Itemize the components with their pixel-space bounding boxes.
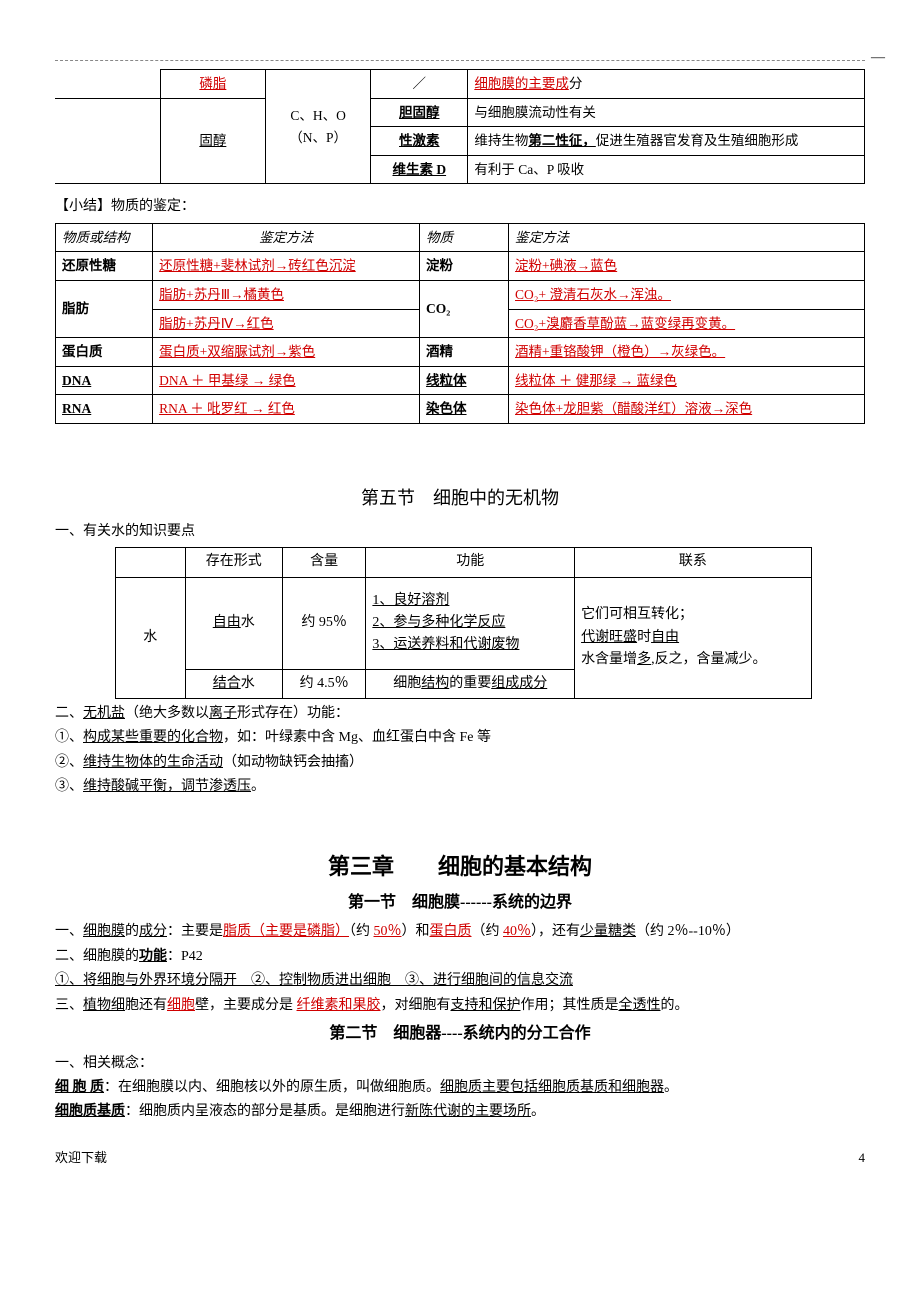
paragraph: 二、细胞膜的功能：P42	[55, 946, 865, 968]
header-cell: 鉴定方法	[153, 223, 420, 252]
table-row: DNA DNA ＋ 甲基绿 → 绿色 线粒体 线粒体 ＋ 健那绿 → 蓝绿色	[56, 366, 865, 395]
table-row: 水 自由水 约 95％ 1、良好溶剂 2、参与多种化学反应 3、运送养料和代谢废…	[116, 577, 812, 669]
header-cell: 物质或结构	[56, 223, 153, 252]
s5-heading-2: 二、无机盐（绝大多数以离子形式存在）功能：	[55, 703, 865, 725]
footer-left: 欢迎下载	[55, 1148, 107, 1169]
list-item: ②、维持生物体的生命活动（如动物缺钙会抽搐）	[55, 752, 865, 774]
section31-title: 第一节 细胞膜------系统的边界	[55, 890, 865, 916]
cell: 胆固醇	[399, 105, 440, 120]
list-item: ①、构成某些重要的化合物，如：叶绿素中含 Mg、血红蛋白中含 Fe 等	[55, 727, 865, 749]
water-table: 存在形式 含量 功能 联系 水 自由水 约 95％ 1、良好溶剂 2、参与多种化…	[115, 547, 812, 699]
list-item: ③、维持酸碱平衡，调节渗透压。	[55, 776, 865, 798]
summary-label: 【小结】物质的鉴定：	[55, 196, 865, 218]
table-row: 还原性糖 还原性糖+斐林试剂→砖红色沉淀 淀粉 淀粉+碘液→蓝色	[56, 252, 865, 281]
table-row: 蛋白质 蛋白质+双缩脲试剂→紫色 酒精 酒精+重铬酸钾（橙色）→灰绿色。	[56, 338, 865, 367]
cell: ／	[371, 70, 468, 99]
paragraph: 细 胞 质：在细胞膜以内、细胞核以外的原生质，叫做细胞质。细胞质主要包括细胞质基…	[55, 1077, 865, 1099]
cell: 维持生物第二性征，促进生殖器官发育及生殖细胞形成	[468, 127, 865, 156]
header-cell: 鉴定方法	[509, 223, 865, 252]
table-row: 固醇 胆固醇 与细胞膜流动性有关	[55, 98, 865, 127]
table-row: 磷脂 C、H、O（N、P） ／ 细胞膜的主要成分	[55, 70, 865, 99]
lipid-table: 磷脂 C、H、O（N、P） ／ 细胞膜的主要成分 固醇 胆固醇 与细胞膜流动性有…	[55, 69, 865, 184]
s5-heading-1: 一、有关水的知识要点	[55, 521, 865, 543]
header-cell: 物质	[420, 223, 509, 252]
elements-cell: C、H、O（N、P）	[265, 70, 370, 184]
cell: 与细胞膜流动性有关	[468, 98, 865, 127]
paragraph: 一、相关概念：	[55, 1053, 865, 1075]
cell: 磷脂	[199, 76, 226, 91]
table-header-row: 存在形式 含量 功能 联系	[116, 548, 812, 577]
section5-title: 第五节 细胞中的无机物	[55, 484, 865, 513]
cell: 有利于 Ca、P 吸收	[468, 155, 865, 184]
table-row: 脂肪 脂肪+苏丹Ⅲ→橘黄色 CO₂ CO₂+ 澄清石灰水→浑浊。	[56, 280, 865, 309]
cell: 性激素	[399, 133, 440, 148]
paragraph: 一、细胞膜的成分：主要是脂质（主要是磷脂）（约 50％）和蛋白质（约 40％），…	[55, 921, 865, 943]
section32-title: 第二节 细胞器----系统内的分工合作	[55, 1021, 865, 1047]
cell: 固醇	[199, 133, 226, 148]
identification-table: 物质或结构 鉴定方法 物质 鉴定方法 还原性糖 还原性糖+斐林试剂→砖红色沉淀 …	[55, 223, 865, 424]
header-rule	[55, 60, 865, 61]
page-footer: 欢迎下载 4	[55, 1148, 865, 1169]
table-header-row: 物质或结构 鉴定方法 物质 鉴定方法	[56, 223, 865, 252]
cell: 细胞膜的主要成分	[468, 70, 865, 99]
cell: 维生素 D	[392, 162, 446, 177]
paragraph: 细胞质基质：细胞质内呈液态的部分是基质。是细胞进行新陈代谢的主要场所。	[55, 1101, 865, 1123]
paragraph: ①、将细胞与外界环境分隔开 ②、控制物质进出细胞 ③、进行细胞间的信息交流	[55, 970, 865, 992]
table-row: RNA RNA ＋ 吡罗红 → 红色 染色体 染色体+龙胆紫（醋酸洋红）溶液→深…	[56, 395, 865, 424]
paragraph: 三、植物细胞还有细胞壁，主要成分是 纤维素和果胶，对细胞有支持和保护作用；其性质…	[55, 995, 865, 1017]
chapter3-title: 第三章 细胞的基本结构	[55, 849, 865, 884]
footer-page-number: 4	[859, 1148, 866, 1169]
